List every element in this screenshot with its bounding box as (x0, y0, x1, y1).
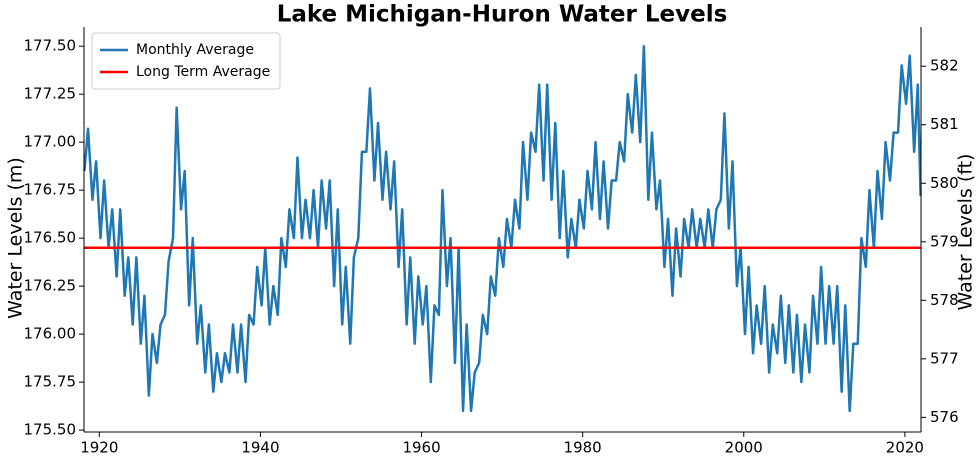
y-tick-label: 177.50 (24, 37, 77, 55)
y-tick-label: 177.25 (24, 85, 77, 103)
x-tick-label: 1980 (564, 439, 602, 457)
x-tick-label: 1920 (80, 439, 118, 457)
legend-label: Monthly Average (136, 42, 254, 58)
y2-tick-label: 578 (930, 291, 959, 309)
y2-tick-label: 576 (930, 408, 959, 426)
y-tick-label: 176.25 (24, 277, 77, 295)
y2-axis-label: Water Levels (ft) (955, 154, 977, 311)
legend-label: Long Term Average (136, 64, 270, 80)
y-tick-label: 176.00 (24, 325, 77, 343)
y2-tick-label: 577 (930, 349, 959, 367)
y2-tick-label: 581 (930, 115, 959, 133)
x-tick-label: 2000 (725, 439, 763, 457)
data-line (83, 44, 922, 413)
x-tick-label: 1960 (402, 439, 440, 457)
y-tick-label: 175.75 (24, 373, 77, 391)
y2-tick-label: 582 (930, 57, 959, 75)
y2-tick-label: 580 (930, 174, 959, 192)
y-tick-label: 175.50 (24, 421, 77, 439)
y-tick-label: 177.00 (24, 133, 77, 151)
x-tick-label: 2020 (886, 439, 924, 457)
chart-title: Lake Michigan-Huron Water Levels (277, 2, 728, 28)
x-tick-label: 1940 (241, 439, 279, 457)
legend-box (91, 32, 281, 90)
y-axis-label: Water Levels (m) (5, 157, 27, 319)
y-tick-label: 176.50 (24, 229, 77, 247)
y2-tick-label: 579 (930, 232, 959, 250)
y-tick-label: 176.75 (24, 181, 77, 199)
